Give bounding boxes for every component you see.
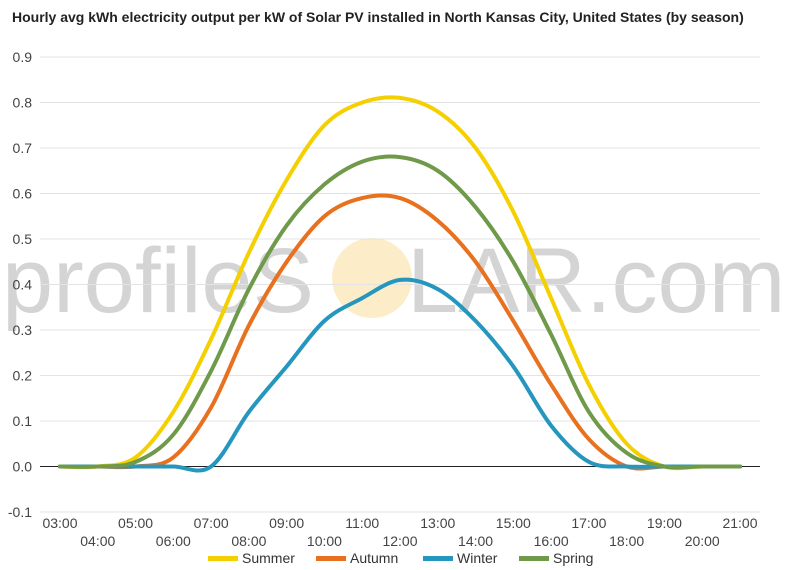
series-line-winter xyxy=(58,277,742,473)
x-tick-label: 09:00 xyxy=(269,515,304,531)
legend-label: Autumn xyxy=(350,550,398,566)
x-tick-label: 11:00 xyxy=(345,515,379,531)
x-tick-label: 20:00 xyxy=(685,533,720,549)
x-tick-label: 18:00 xyxy=(609,533,644,549)
legend-item-summer[interactable]: Summer xyxy=(208,550,295,566)
series-line-summer xyxy=(58,95,742,471)
y-tick-label: 0.4 xyxy=(13,277,33,293)
legend-label: Summer xyxy=(242,550,295,566)
legend-item-spring[interactable]: Spring xyxy=(519,550,593,566)
y-tick-label: -0.1 xyxy=(8,504,32,520)
x-tick-label: 10:00 xyxy=(307,533,342,549)
legend-item-autumn[interactable]: Autumn xyxy=(316,550,398,566)
y-tick-label: 0.9 xyxy=(13,49,33,65)
series-line-spring xyxy=(58,154,742,470)
x-tick-label: 05:00 xyxy=(118,515,153,531)
x-tick-label: 03:00 xyxy=(42,515,77,531)
y-tick-label: 0.2 xyxy=(13,368,33,384)
legend-label: Spring xyxy=(553,550,593,566)
y-tick-label: 0.3 xyxy=(13,322,33,338)
x-tick-label: 21:00 xyxy=(722,515,757,531)
chart-title: Hourly avg kWh electricity output per kW… xyxy=(12,9,744,25)
x-tick-label: 17:00 xyxy=(571,515,606,531)
x-tick-label: 12:00 xyxy=(382,533,417,549)
legend-swatch xyxy=(208,556,238,561)
x-tick-label: 04:00 xyxy=(80,533,115,549)
watermark-text-left: profileS xyxy=(2,230,314,332)
y-tick-label: 0.6 xyxy=(13,186,33,202)
y-tick-label: 0.5 xyxy=(13,231,33,247)
legend-swatch xyxy=(316,556,346,561)
y-tick-label: 0.1 xyxy=(13,413,33,429)
legend-swatch xyxy=(519,556,549,561)
legend-swatch xyxy=(423,556,453,561)
x-tick-label: 15:00 xyxy=(496,515,531,531)
x-tick-label: 07:00 xyxy=(194,515,229,531)
legend-item-winter[interactable]: Winter xyxy=(423,550,498,566)
legend-label: Winter xyxy=(457,550,498,566)
x-tick-label: 16:00 xyxy=(534,533,569,549)
y-tick-label: 0.0 xyxy=(13,459,33,475)
x-tick-label: 14:00 xyxy=(458,533,493,549)
y-tick-label: 0.8 xyxy=(13,95,33,111)
x-tick-label: 06:00 xyxy=(156,533,191,549)
x-tick-label: 13:00 xyxy=(420,515,455,531)
y-tick-label: 0.7 xyxy=(13,140,33,156)
x-tick-label: 19:00 xyxy=(647,515,682,531)
watermark-sun-icon xyxy=(332,238,412,318)
watermark: profileS LAR.com xyxy=(2,230,785,332)
x-tick-label: 08:00 xyxy=(231,533,266,549)
